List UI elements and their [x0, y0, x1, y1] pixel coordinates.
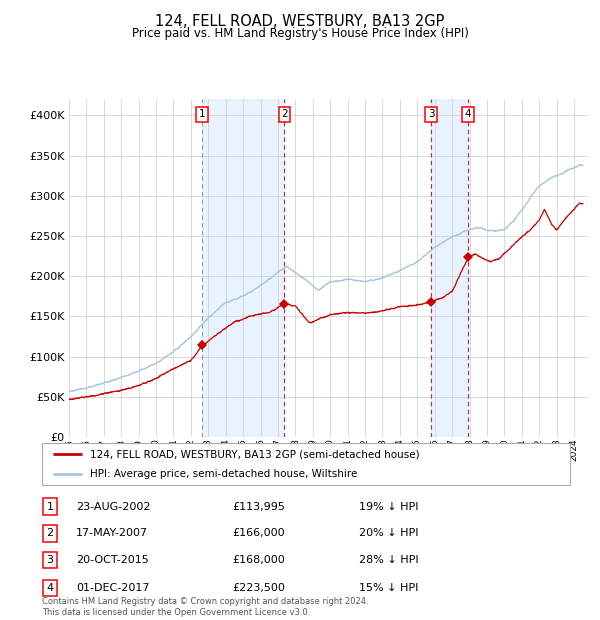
Text: 124, FELL ROAD, WESTBURY, BA13 2GP (semi-detached house): 124, FELL ROAD, WESTBURY, BA13 2GP (semi… [89, 450, 419, 459]
Text: 2: 2 [46, 528, 53, 538]
Text: 124, FELL ROAD, WESTBURY, BA13 2GP: 124, FELL ROAD, WESTBURY, BA13 2GP [155, 14, 445, 29]
Text: 3: 3 [46, 555, 53, 565]
FancyBboxPatch shape [42, 443, 570, 485]
Text: 2: 2 [281, 109, 288, 120]
Text: 20% ↓ HPI: 20% ↓ HPI [359, 528, 418, 538]
Text: 15% ↓ HPI: 15% ↓ HPI [359, 583, 418, 593]
Text: £113,995: £113,995 [232, 502, 285, 512]
Text: 01-DEC-2017: 01-DEC-2017 [76, 583, 150, 593]
Text: Price paid vs. HM Land Registry's House Price Index (HPI): Price paid vs. HM Land Registry's House … [131, 27, 469, 40]
Text: HPI: Average price, semi-detached house, Wiltshire: HPI: Average price, semi-detached house,… [89, 469, 357, 479]
Bar [202, 99, 284, 437]
Text: 4: 4 [46, 583, 53, 593]
Text: 28% ↓ HPI: 28% ↓ HPI [359, 555, 418, 565]
Text: Contains HM Land Registry data © Crown copyright and database right 2024.
This d: Contains HM Land Registry data © Crown c… [42, 598, 368, 617]
Bar [431, 99, 468, 437]
Text: 3: 3 [428, 109, 434, 120]
Text: 19% ↓ HPI: 19% ↓ HPI [359, 502, 418, 512]
Text: 4: 4 [465, 109, 472, 120]
Text: £223,500: £223,500 [232, 583, 285, 593]
Text: £166,000: £166,000 [232, 528, 285, 538]
Text: 20-OCT-2015: 20-OCT-2015 [76, 555, 149, 565]
Text: 1: 1 [199, 109, 206, 120]
Text: £168,000: £168,000 [232, 555, 285, 565]
Text: 1: 1 [46, 502, 53, 512]
Text: 17-MAY-2007: 17-MAY-2007 [76, 528, 148, 538]
Text: 23-AUG-2002: 23-AUG-2002 [76, 502, 151, 512]
